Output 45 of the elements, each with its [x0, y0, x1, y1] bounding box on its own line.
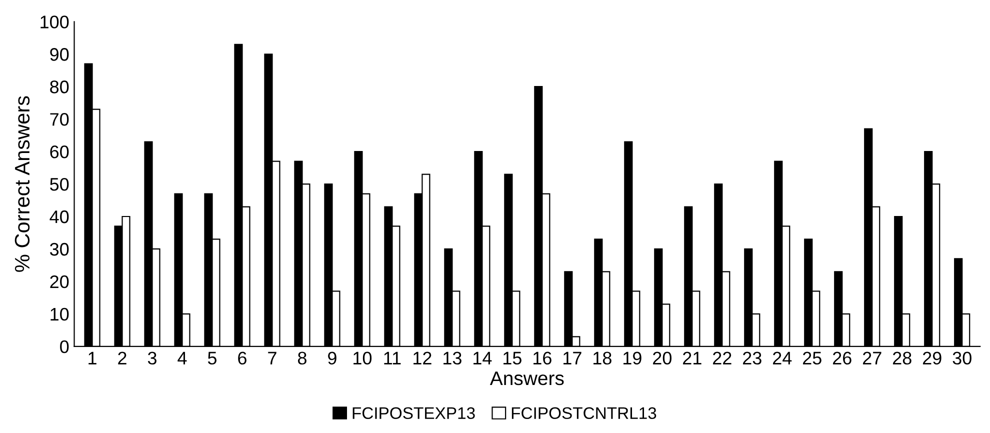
y-axis-title: % Correct Answers	[14, 96, 30, 272]
x-tick-label: 17	[564, 352, 582, 364]
x-tick-label: 27	[862, 352, 882, 364]
y-tick-label: 10	[50, 308, 69, 321]
legend-label: FCIPOSTEXP13	[352, 407, 475, 420]
x-tick-label: 13	[444, 352, 462, 365]
x-tick-label: 18	[594, 352, 612, 365]
x-tick-label: 19	[623, 352, 642, 365]
x-tick-label: 25	[802, 352, 822, 365]
x-tick-label: 8	[298, 352, 306, 365]
y-tick-label: 0	[60, 340, 69, 354]
y-tick-label: 50	[50, 178, 69, 191]
x-tick-label: 2	[118, 352, 126, 364]
x-tick-label: 1	[88, 352, 96, 364]
y-tick-label: 40	[50, 210, 69, 224]
legend-label: FCIPOSTCNTRL13	[512, 407, 656, 420]
x-tick-label: 3	[148, 352, 156, 365]
x-tick-label: 6	[238, 352, 246, 365]
x-tick-label: 12	[414, 352, 432, 364]
x-tick-label: 9	[328, 352, 336, 365]
x-tick-label: 26	[832, 352, 852, 365]
x-tick-label: 29	[922, 352, 942, 365]
x-tick-label: 11	[384, 352, 401, 364]
x-tick-label: 10	[354, 352, 372, 365]
y-tick-label: 70	[50, 113, 69, 126]
x-tick-label: 15	[504, 352, 522, 365]
y-tick-label: 90	[50, 48, 69, 61]
x-axis-title: Answers	[490, 372, 564, 386]
x-tick-label: 22	[713, 352, 732, 364]
x-tick-label: 23	[743, 352, 762, 365]
y-tick-label: 60	[50, 145, 69, 158]
x-tick-label: 28	[892, 352, 912, 365]
x-tick-label: 21	[683, 352, 702, 364]
y-tick-label: 20	[50, 275, 69, 288]
y-tick-label: 30	[50, 242, 69, 256]
y-tick-label: 100	[40, 16, 69, 28]
x-tick-label: 5	[208, 352, 216, 365]
x-tick-label: 24	[773, 352, 792, 364]
x-tick-label: 30	[952, 352, 972, 365]
x-tick-label: 20	[653, 352, 672, 365]
y-tick-label: 80	[50, 80, 69, 94]
x-tick-label: 16	[534, 352, 552, 365]
x-tick-label: 7	[268, 352, 276, 364]
x-tick-label: 4	[178, 352, 187, 364]
x-tick-label: 14	[474, 352, 492, 364]
